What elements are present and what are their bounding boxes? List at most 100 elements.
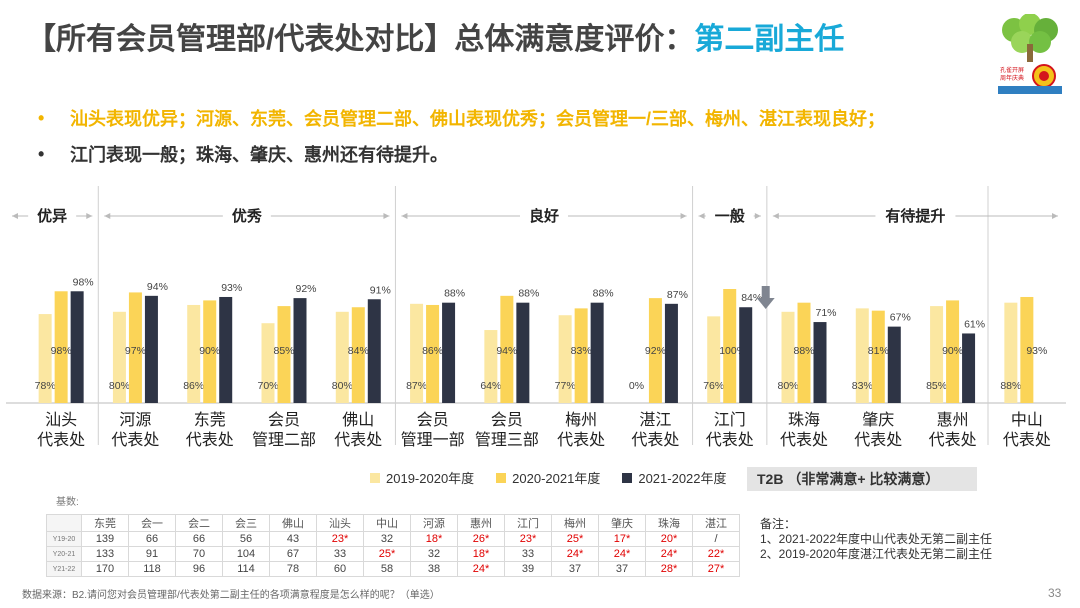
base-cell: 20* — [645, 531, 693, 547]
group-arrow-head — [383, 213, 390, 219]
base-cell: 170 — [81, 561, 129, 577]
base-row-label: Y21-22 — [46, 561, 82, 577]
category-label: 代表处 — [37, 431, 85, 449]
category-label: 江门 — [714, 411, 746, 429]
bar-1 — [781, 311, 795, 403]
bar-2 — [351, 307, 365, 403]
bar-1 — [930, 306, 944, 403]
base-label: 基数: — [56, 497, 79, 508]
base-header-cell: 肇庆 — [598, 514, 646, 532]
bullet-dot: • — [38, 107, 45, 128]
category-label: 肇庆 — [862, 411, 894, 429]
base-row-label: Y20-21 — [46, 546, 82, 562]
data-label-2: 93% — [1026, 345, 1047, 357]
legend-swatch — [496, 472, 507, 483]
data-label-2: 97% — [125, 345, 146, 357]
bullet-2-text: 江门表现一般；珠海、肇庆、惠州还有待提升。 — [70, 145, 448, 165]
base-header-row: 东莞 会一 会二 会三 佛山 汕头 中山 河源 惠州 江门 梅州 肇庆 珠海 湛江 — [46, 514, 740, 532]
bar-3 — [144, 295, 158, 403]
group-arrow-head — [12, 213, 18, 219]
category-label: 管理二部 — [252, 431, 316, 449]
base-header-cell: 河源 — [410, 514, 458, 532]
legend-item-2019: 2019-2020年度 — [370, 468, 474, 487]
base-cell: 32 — [410, 546, 458, 562]
bar-2 — [426, 304, 440, 403]
bar-1 — [187, 304, 201, 403]
bar-2 — [648, 298, 662, 403]
data-label-1: 80% — [109, 380, 130, 392]
base-header-cell: 汕头 — [316, 514, 364, 532]
category-label: 佛山 — [342, 411, 374, 429]
legend-item-2021: 2021-2022年度 — [622, 468, 727, 487]
category-label: 代表处 — [557, 431, 605, 449]
base-header-cell: 惠州 — [457, 514, 505, 532]
base-cell: 58 — [363, 561, 411, 577]
group-arrow-head — [1052, 213, 1058, 219]
base-cell: 39 — [504, 561, 552, 577]
bar-1 — [112, 311, 126, 403]
category-label: 管理三部 — [475, 431, 539, 449]
bar-1 — [38, 314, 52, 403]
category-label: 代表处 — [780, 431, 828, 449]
bar-3 — [590, 302, 604, 403]
group-arrow-head — [772, 213, 779, 219]
category-label: 河源 — [119, 411, 151, 429]
bar-2 — [1020, 296, 1034, 403]
table-row: Y20-21 133 91 70 104 67 33 25* 32 18* 33 24* 24* 24* 2… — [46, 546, 740, 562]
base-cell: 38 — [410, 561, 458, 577]
logo-text-2: 周年庆典 — [1000, 74, 1024, 82]
table-row: Y21-22 170 118 96 114 78 60 58 38 24* 39 37 37 28* 27* — [46, 561, 740, 577]
data-label-1: 80% — [332, 380, 353, 392]
data-label-1: 78% — [35, 380, 56, 392]
group-label: 优异 — [37, 207, 67, 225]
data-label-3: 88% — [593, 288, 614, 300]
data-label-1: 64% — [480, 380, 501, 392]
bar-3 — [219, 296, 233, 403]
base-cell: 18* — [457, 546, 505, 562]
data-label-1: 77% — [555, 380, 576, 392]
bar-2 — [277, 306, 291, 403]
down-arrow-icon — [756, 286, 775, 309]
data-label-2: 83% — [571, 345, 592, 357]
data-label-3: 71% — [815, 307, 836, 319]
bar-2 — [871, 310, 885, 403]
bar-3 — [962, 333, 976, 403]
bar-2 — [54, 291, 68, 403]
group-arrow-head — [86, 213, 93, 219]
base-header-cell: 佛山 — [269, 514, 317, 532]
base-cell: 25* — [551, 531, 599, 547]
data-label-3: 84% — [741, 292, 762, 304]
base-cell: 33 — [316, 546, 364, 562]
base-header-cell: 珠海 — [645, 514, 693, 532]
bar-1 — [1004, 302, 1018, 403]
bar-1 — [335, 311, 349, 403]
bar-3 — [516, 302, 530, 403]
anniversary-logo: 孔雀开屏 周年庆典 — [998, 14, 1062, 94]
data-label-1: 70% — [258, 380, 279, 392]
base-cell: 104 — [222, 546, 270, 562]
bar-3 — [664, 303, 678, 403]
data-label-2: 85% — [274, 345, 295, 357]
category-label: 珠海 — [788, 411, 820, 429]
note-2: 2、2019-2020年度湛江代表处无第二副主任 — [760, 547, 993, 561]
data-label-1: 85% — [926, 380, 947, 392]
category-label: 中山 — [1011, 411, 1043, 429]
category-label: 管理一部 — [401, 431, 465, 449]
group-arrow-head — [680, 213, 687, 219]
category-label: 梅州 — [565, 411, 597, 429]
base-cell: 114 — [222, 561, 270, 577]
data-label-1: 88% — [1000, 380, 1021, 392]
data-label-3: 88% — [518, 288, 539, 300]
note-1: 1、2021-2022年度中山代表处无第二副主任 — [760, 532, 993, 546]
bar-3 — [293, 298, 307, 403]
bar-3 — [367, 299, 381, 403]
base-header-cell: 会二 — [175, 514, 223, 532]
base-cell: 18* — [410, 531, 458, 547]
base-cell: 118 — [128, 561, 176, 577]
base-cell: 37 — [598, 561, 646, 577]
data-source: 数据来源：B2.请问您对会员管理部/代表处第二副主任的各项满意程度是怎么样的呢？… — [22, 590, 440, 601]
bar-2 — [500, 295, 514, 403]
base-cell: 17* — [598, 531, 646, 547]
base-header-cell: 湛江 — [692, 514, 740, 532]
base-cell: 133 — [81, 546, 129, 562]
